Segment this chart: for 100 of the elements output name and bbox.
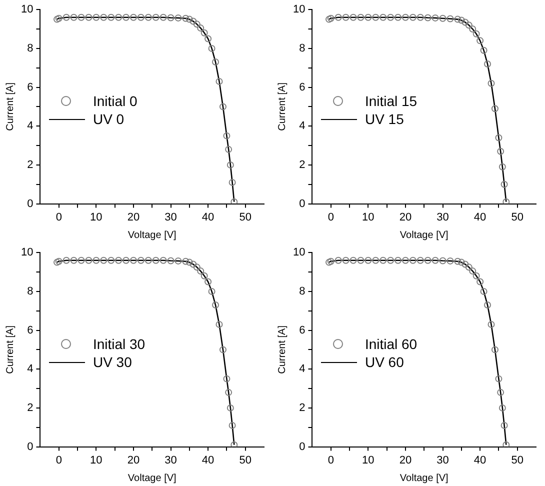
y-tick-label: 0 [299, 198, 306, 210]
point [350, 14, 357, 21]
point [446, 257, 454, 264]
y-tick-label: 10 [292, 4, 306, 16]
point [484, 302, 492, 309]
point [462, 260, 469, 268]
point [387, 14, 394, 21]
point [216, 320, 223, 328]
x-tick-label: 30 [436, 211, 449, 224]
point [469, 26, 476, 33]
x-tick-label: 20 [399, 454, 412, 466]
point [488, 80, 495, 87]
x-tick-label: 10 [90, 211, 102, 224]
y-tick-label: 4 [299, 120, 306, 132]
point [228, 178, 236, 186]
point [70, 256, 78, 264]
point [458, 258, 465, 266]
point [387, 256, 394, 264]
point [160, 256, 167, 264]
legend-label: Initial 15 [364, 92, 418, 110]
point [424, 256, 432, 264]
point [190, 18, 197, 25]
point [130, 256, 137, 264]
point [495, 375, 502, 382]
x-tick-label: 10 [362, 211, 374, 224]
x-tick-label: 0 [328, 211, 334, 224]
y-tick-label: 0 [27, 440, 34, 453]
point [484, 60, 492, 68]
point [372, 14, 380, 21]
legend-label: UV 60 [364, 353, 404, 372]
y-tick-label: 8 [299, 42, 306, 54]
point [498, 163, 506, 170]
point [439, 257, 446, 264]
y-tick-label: 6 [299, 81, 306, 94]
point [144, 14, 152, 21]
point [424, 14, 432, 22]
point [182, 258, 190, 265]
point [208, 44, 216, 52]
y-tick-label: 8 [299, 285, 306, 298]
y-tick-label: 0 [27, 198, 34, 210]
point [454, 258, 462, 265]
legend-label: UV 15 [364, 110, 404, 128]
y-axis-title: Current [A] [4, 82, 16, 131]
point [174, 14, 182, 22]
x-tick-label: 10 [362, 454, 374, 466]
point [462, 18, 469, 26]
point [416, 14, 424, 21]
x-axis-title: Voltage [V] [400, 230, 449, 241]
point [219, 346, 226, 354]
x-tick-label: 50 [511, 211, 524, 224]
y-tick-label: 8 [27, 285, 34, 298]
point [402, 256, 409, 264]
point [334, 256, 342, 264]
point [130, 14, 137, 21]
point [380, 256, 387, 264]
point [498, 404, 506, 412]
point [454, 16, 462, 23]
point [458, 16, 465, 24]
point [230, 198, 238, 204]
point [115, 14, 122, 21]
point [409, 14, 416, 21]
point [476, 37, 484, 44]
x-tick-label: 20 [127, 211, 140, 224]
point [78, 256, 85, 264]
x-tick-label: 0 [56, 211, 62, 224]
point [357, 256, 364, 264]
x-tick-label: 30 [164, 454, 177, 466]
point [70, 14, 78, 21]
y-tick-label: 10 [20, 4, 34, 16]
point [78, 14, 85, 21]
x-tick-label: 30 [164, 211, 177, 224]
point [167, 14, 174, 22]
x-tick-label: 50 [239, 211, 252, 224]
x-tick-label: 0 [328, 454, 334, 466]
legend-label: Initial 60 [364, 335, 418, 354]
x-tick-label: 40 [474, 454, 486, 466]
point [364, 14, 372, 21]
point [502, 441, 510, 447]
y-tick-label: 10 [292, 246, 306, 259]
legend-label: UV 0 [92, 110, 124, 128]
point [193, 264, 200, 271]
point [394, 256, 402, 264]
point [85, 14, 92, 21]
point [190, 260, 197, 268]
y-tick-label: 6 [27, 81, 34, 94]
x-tick-label: 20 [399, 211, 412, 224]
point [193, 20, 200, 28]
point [409, 256, 416, 264]
point [212, 302, 220, 309]
point [216, 78, 223, 85]
point [480, 46, 488, 54]
x-axis-title: Voltage [V] [400, 472, 449, 484]
point [225, 388, 232, 396]
x-tick-label: 50 [511, 454, 524, 466]
point [200, 29, 208, 36]
point [108, 256, 115, 264]
point [152, 256, 160, 264]
point [226, 404, 234, 412]
x-axis-title: Voltage [V] [128, 472, 177, 484]
point [152, 14, 160, 21]
